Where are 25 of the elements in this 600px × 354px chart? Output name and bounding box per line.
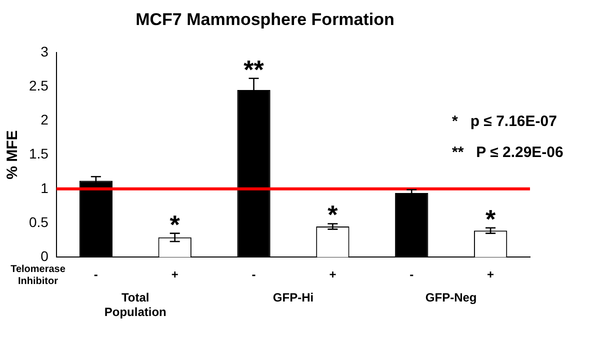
y-axis-title: % MFE [4,130,22,180]
data-label: * [485,204,496,234]
y-tick-label: 1 [40,180,49,196]
y-tick-label: 2.5 [28,77,49,94]
data-label: * [328,200,339,230]
text: + [329,268,336,282]
y-tick-label: 1.5 [28,146,49,162]
x-tick-label: GFP-Neg [425,290,477,305]
text: - [410,268,414,282]
annotation: ** P ≤ 2.29E-06 [452,144,564,162]
y-tick-label: 0 [40,248,49,264]
x-tick-label: GFP-Hi [272,290,314,305]
legend-title: Telomerase Inhibitor [10,264,66,287]
text: - [252,268,256,282]
y-tick-label: 0.5 [28,214,49,230]
series-label: + [171,268,178,282]
annotation: * p ≤ 7.16E-07 [452,113,557,130]
text: + [487,268,494,282]
y-tick-label: 3 [40,43,49,60]
x-tick-label: Total Population [104,290,166,320]
y-tick-label: 2 [40,112,49,128]
chart-title: MCF7 Mammosphere Formation [136,10,394,29]
data-label: * [170,209,181,240]
data-label: ** [244,54,265,84]
series-label: - [94,268,98,282]
